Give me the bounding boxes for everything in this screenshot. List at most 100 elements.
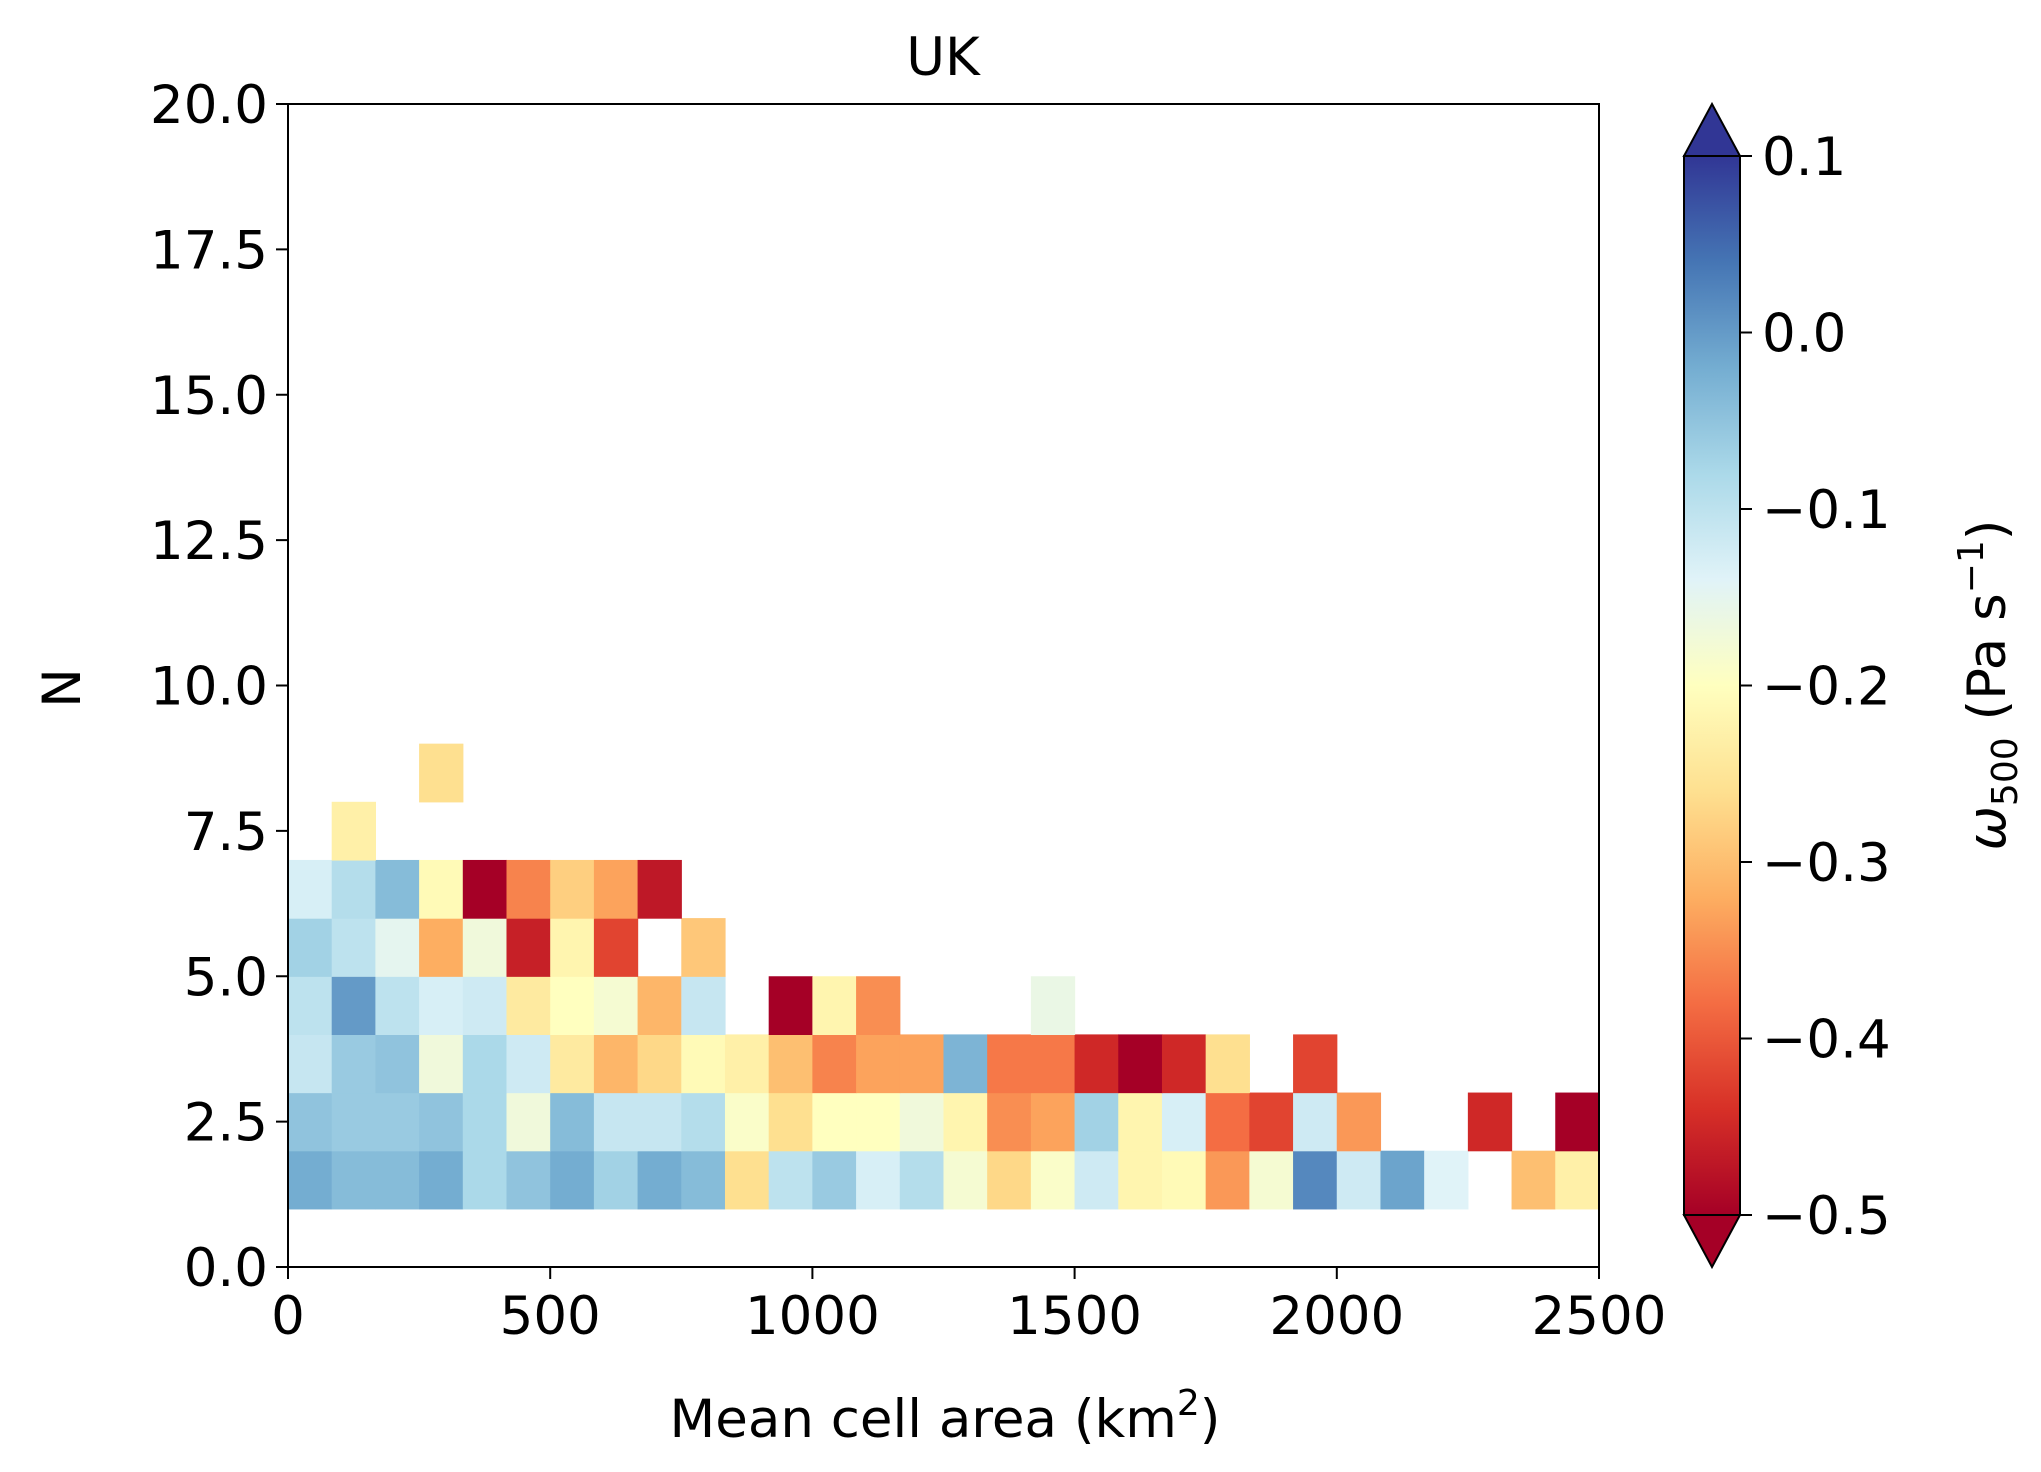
heatmap-cell	[593, 1034, 639, 1094]
x-axis-title: Mean cell area (km2)	[670, 1383, 1221, 1450]
heatmap-cell	[1030, 976, 1076, 1035]
colorbar-label: ω500 (Pa s−1)	[1951, 520, 2026, 851]
heatmap-cell	[419, 918, 464, 977]
heatmap-cell	[1293, 1150, 1338, 1210]
colorbar-tick-label: 0.1	[1762, 127, 1846, 188]
y-axis: 0.0 2.5 5.0 7.5 10.0 12.5 15.0 17.5 20.0	[150, 75, 288, 1299]
heatmap-cell	[637, 859, 682, 919]
heatmap-cell	[1249, 1150, 1294, 1210]
heatmap-cell	[637, 1092, 682, 1152]
chart-title: UK	[906, 27, 981, 88]
heatmap-cell	[856, 1150, 901, 1210]
heatmap-cell	[724, 1092, 770, 1152]
colorbar-ticks: 0.1 0.0 −0.1 −0.2 −0.3 −0.4 −0.5	[1740, 127, 1891, 1247]
heatmap-cell	[681, 1034, 726, 1094]
heatmap-cell	[419, 1092, 464, 1152]
heatmap-cell	[593, 918, 639, 977]
heatmap-cell	[637, 1150, 682, 1210]
heatmap-cell	[288, 1034, 333, 1094]
heatmap-cell	[1380, 1150, 1425, 1210]
heatmap-cell	[812, 976, 857, 1035]
y-tick-label: 2.5	[184, 1093, 268, 1154]
x-tick-label: 500	[500, 1286, 601, 1347]
heatmap-cell	[1555, 1150, 1600, 1210]
heatmap-cell	[506, 859, 551, 919]
heatmap-cell	[550, 918, 595, 977]
heatmap-cell	[637, 976, 682, 1035]
heatmap-cell	[1205, 1034, 1250, 1094]
heatmap-cell	[987, 1150, 1032, 1210]
heatmap-cell	[1030, 1092, 1076, 1152]
heatmap-cell	[419, 1150, 464, 1210]
heatmap-cell	[812, 1150, 857, 1210]
heatmap-cell	[1161, 1034, 1207, 1094]
heatmap-cell	[812, 1034, 857, 1094]
y-tick-label: 15.0	[150, 366, 268, 427]
heatmap-cell	[812, 1092, 857, 1152]
y-tick-label: 5.0	[184, 947, 268, 1008]
heatmap-cell	[943, 1092, 988, 1152]
heatmap-cell	[1511, 1150, 1556, 1210]
heatmap-cell	[681, 1092, 726, 1152]
heatmap-cell	[768, 1150, 813, 1210]
heatmap-cell	[506, 1150, 551, 1210]
heatmap-cell	[331, 859, 376, 919]
heatmap-cell	[288, 1092, 333, 1152]
heatmap-cell	[1293, 1034, 1338, 1094]
heatmap-cell	[375, 859, 420, 919]
heatmap-cell	[331, 1092, 376, 1152]
heatmap-cell	[375, 1034, 420, 1094]
heatmap-cell	[288, 976, 333, 1035]
heatmap-cell	[1336, 1092, 1382, 1152]
colorbar-tick-label: −0.4	[1762, 1010, 1891, 1071]
heatmap-cell	[550, 859, 595, 919]
heatmap-cell	[375, 918, 420, 977]
heatmap-cell	[1249, 1092, 1294, 1152]
heatmap-cell	[331, 1150, 376, 1210]
heatmap-cell	[1161, 1150, 1207, 1210]
heatmap-cell	[506, 976, 551, 1035]
x-axis: 0 500 1000 1500 2000 2500	[271, 1267, 1666, 1347]
heatmap-cell	[550, 1150, 595, 1210]
y-tick-label: 17.5	[150, 220, 268, 281]
heatmap-cell	[899, 1092, 945, 1152]
y-tick-label: 0.0	[184, 1238, 268, 1299]
heatmap-cell	[1424, 1150, 1469, 1210]
heatmap-cell	[593, 976, 639, 1035]
heatmap-cell	[462, 859, 508, 919]
heatmap-cell	[987, 1092, 1032, 1152]
heatmap-cell	[593, 1092, 639, 1152]
heatmap-cell	[1074, 1034, 1119, 1094]
y-tick-label: 12.5	[150, 511, 268, 572]
heatmap-cell	[462, 1034, 508, 1094]
heatmap-cells	[288, 743, 1600, 1210]
heatmap-cell	[593, 859, 639, 919]
heatmap-cell	[506, 918, 551, 977]
heatmap-cell	[331, 801, 376, 861]
colorbar-extend-top	[1682, 101, 1742, 157]
heatmap-cell	[1555, 1092, 1600, 1152]
heatmap-cell	[943, 1034, 988, 1094]
heatmap-cell	[506, 1034, 551, 1094]
y-tick-label: 7.5	[184, 802, 268, 863]
heatmap-cell	[768, 1092, 813, 1152]
colorbar-tick-label: −0.3	[1762, 833, 1891, 894]
heatmap-cell	[462, 976, 508, 1035]
x-tick-label: 0	[271, 1286, 305, 1347]
heatmap-cell	[331, 976, 376, 1035]
heatmap-cell	[1074, 1150, 1119, 1210]
y-tick-label: 10.0	[150, 657, 268, 718]
heatmap-cell	[419, 976, 464, 1035]
heatmap-cell	[681, 918, 726, 977]
heatmap-cell	[768, 976, 813, 1035]
heatmap-cell	[1161, 1092, 1207, 1152]
colorbar: 0.1 0.0 −0.1 −0.2 −0.3 −0.4 −0.5 ω500 (Pa s−1)	[1682, 101, 2026, 1270]
heatmap-cell	[288, 859, 333, 919]
heatmap-cell	[899, 1034, 945, 1094]
colorbar-gradient	[1683, 155, 1741, 1216]
colorbar-tick-label: 0.0	[1762, 304, 1846, 365]
heatmap-cell	[550, 1092, 595, 1152]
heatmap-cell	[1467, 1092, 1513, 1152]
heatmap-cell	[331, 918, 376, 977]
